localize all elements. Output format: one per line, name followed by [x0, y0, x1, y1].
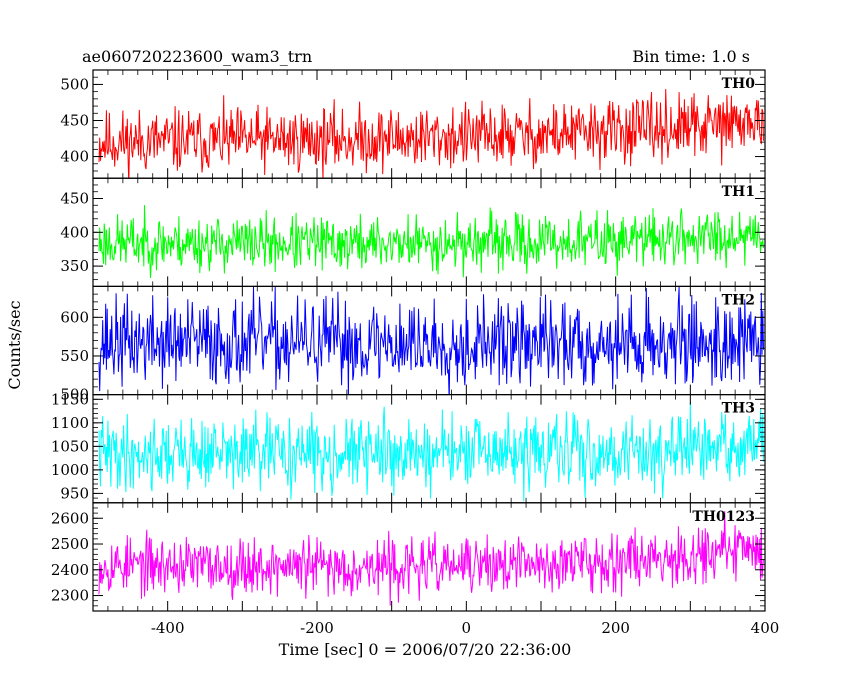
- y-tick-label: 1100: [51, 414, 89, 432]
- series-line-th2: [98, 286, 764, 395]
- panel-th0123: 2300 2400 2500 2600 TH0123: [51, 502, 766, 612]
- y-tick-label: 1050: [51, 437, 89, 455]
- panel-th1: 350 400 450 TH1: [60, 177, 766, 287]
- series-line-th3: [98, 401, 764, 502]
- series-line-th0123: [98, 511, 764, 606]
- y-tick-label: 450: [60, 189, 89, 207]
- y-axis-label: Counts/sec: [5, 300, 24, 389]
- y-tick-label: 600: [60, 308, 89, 326]
- panel-th0: 400 450 500 TH0: [60, 69, 766, 179]
- panel-name-label: TH0123: [692, 509, 755, 525]
- panel-name-label: TH3: [722, 401, 755, 417]
- x-tick-label: -400: [151, 619, 185, 637]
- x-tick-label: 400: [751, 619, 780, 637]
- y-tick-label: 550: [60, 347, 89, 365]
- bin-time-label: Bin time: 1.0 s: [632, 47, 750, 66]
- y-tick-label: 2400: [51, 561, 89, 579]
- panel-th3: 950 1000 1050 1100 1150 TH3: [51, 390, 766, 504]
- figure-title: ae060720223600_wam3_trn: [82, 47, 312, 66]
- y-tick-label: 1000: [51, 461, 89, 479]
- y-tick-label: 2600: [51, 509, 89, 527]
- y-tick-label: 500: [60, 386, 89, 404]
- x-axis: -400 -200 0 200 400: [151, 619, 780, 637]
- panel-frame: [92, 502, 766, 612]
- x-axis-label: Time [sec] 0 = 2006/07/20 22:36:00: [279, 640, 572, 659]
- y-tick-label: 500: [60, 75, 89, 93]
- series-line-th0: [98, 89, 764, 179]
- x-tick-label: -200: [300, 619, 334, 637]
- y-tick-label: 2500: [51, 535, 89, 553]
- y-tick-label: 450: [60, 111, 89, 129]
- series-line-th1: [98, 205, 764, 279]
- y-tick-label: 350: [60, 257, 89, 275]
- y-tick-label: 400: [60, 148, 89, 166]
- y-tick-label: 2300: [51, 587, 89, 605]
- y-tick-label: 400: [60, 223, 89, 241]
- panel-name-label: TH2: [722, 292, 755, 308]
- x-tick-label: 0: [462, 619, 472, 637]
- panel-th2: 500 550 600 TH2: [60, 285, 766, 404]
- y-tick-label: 1150: [51, 390, 89, 408]
- panel-name-label: TH1: [722, 184, 755, 200]
- y-tick-label: 950: [60, 484, 89, 502]
- panel-name-label: TH0: [722, 76, 756, 92]
- panel-stack: 400 450 500 TH0 350 400 450 TH1 500 550 600 TH2 950 1…: [51, 69, 766, 612]
- x-tick-label: 200: [601, 619, 630, 637]
